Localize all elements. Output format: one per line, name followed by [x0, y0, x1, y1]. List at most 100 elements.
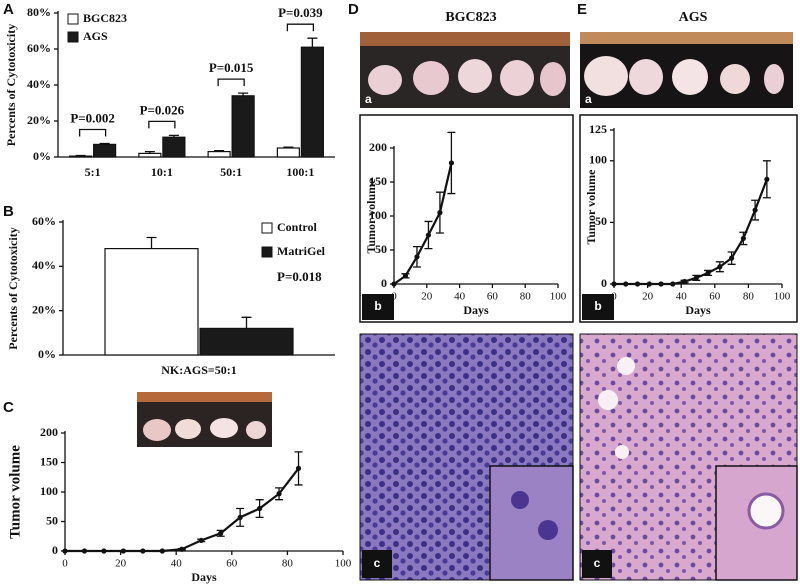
x-tick-label: 80	[743, 291, 755, 303]
data-point	[425, 232, 432, 238]
image-label: a	[365, 92, 372, 106]
data-point	[101, 548, 107, 554]
y-tick-label: 150	[40, 454, 58, 468]
data-point	[391, 281, 397, 287]
error-bar	[75, 154, 86, 157]
data-point	[218, 530, 224, 536]
chart-frame	[359, 114, 574, 323]
y-tick-label: 125	[589, 122, 607, 136]
x-tick-label: 60	[709, 291, 721, 303]
y-tick-label: 50	[595, 214, 607, 228]
sub-label: b	[594, 299, 601, 313]
legend-swatch	[67, 31, 79, 43]
data-point	[693, 275, 699, 281]
error-bar	[144, 150, 155, 154]
legend-swatch	[67, 13, 79, 25]
bar	[162, 136, 186, 158]
y-axis-label: Tumor volume	[7, 445, 23, 539]
y-axis-label: Tumor volume	[584, 169, 598, 245]
error-bar	[238, 92, 249, 96]
nucleus	[511, 491, 529, 509]
bar	[207, 151, 231, 158]
y-axis-label: Percents of Cytotoxicity	[6, 227, 20, 349]
error-bar	[307, 37, 318, 48]
ruler	[360, 32, 570, 46]
x-tick-label: NK:AGS=50:1	[161, 363, 237, 377]
bar	[138, 152, 162, 158]
tumor	[629, 59, 663, 95]
y-tick-label: 100	[40, 484, 58, 498]
label-box	[362, 550, 392, 578]
data-point	[670, 281, 676, 287]
p-value: P=0.039	[278, 5, 323, 20]
tumor	[672, 59, 708, 95]
data-point	[120, 548, 126, 554]
significance-bracket	[286, 23, 315, 32]
image-label: c	[594, 556, 601, 570]
histology: c	[359, 333, 574, 581]
y-tick-label: 100	[369, 208, 387, 222]
tumor	[720, 64, 750, 94]
x-tick-label: 0	[391, 291, 397, 303]
data-point	[623, 281, 629, 287]
error-bar	[214, 150, 225, 152]
x-tick-label: 40	[171, 558, 183, 570]
y-tick-label: 60%	[27, 41, 51, 55]
x-tick-label: 10:1	[151, 165, 173, 179]
x-tick-label: 0	[62, 558, 68, 570]
photo: a	[360, 32, 570, 108]
x-tick-label: 5:1	[85, 165, 101, 179]
error-bar	[168, 134, 179, 138]
y-tick-label: 20%	[27, 113, 51, 127]
y-tick-label: 80%	[27, 5, 51, 19]
data-line	[393, 162, 453, 285]
vacuole	[615, 445, 629, 459]
x-tick-label: 80	[282, 558, 294, 570]
tumor	[246, 421, 266, 439]
x-tick-label: 60	[487, 291, 499, 303]
data-point	[437, 210, 443, 216]
data-point	[62, 548, 68, 554]
tumor	[143, 419, 171, 441]
legend-label: MatriGel	[277, 244, 326, 258]
y-tick-label: 0	[52, 543, 58, 557]
tumor	[500, 60, 534, 96]
panel-label: E	[577, 1, 587, 18]
panel-label: C	[3, 399, 14, 416]
label-box	[362, 294, 394, 320]
x-tick-label: 40	[676, 291, 688, 303]
data-point	[81, 548, 88, 554]
histology: c	[579, 333, 798, 581]
sub-label: b	[374, 299, 381, 313]
data-point	[257, 505, 263, 512]
tumor	[175, 419, 201, 439]
x-axis-label: Days	[685, 303, 711, 317]
y-tick-label: 40%	[27, 77, 51, 91]
tumor	[413, 61, 449, 95]
x-axis-label: Days	[463, 303, 489, 317]
y-tick-label: 0%	[38, 347, 56, 361]
tumor	[540, 62, 566, 96]
panel-label: D	[348, 1, 359, 18]
tumor	[584, 56, 628, 96]
nucleus	[538, 520, 558, 540]
data-point	[198, 537, 204, 543]
label-box	[582, 294, 614, 320]
x-tick-label: 100	[550, 291, 567, 303]
data-point	[237, 514, 243, 520]
legend-swatch	[261, 246, 273, 258]
tumor	[368, 65, 402, 95]
data-point	[646, 281, 652, 287]
significance-bracket	[148, 120, 176, 129]
bar	[300, 46, 324, 158]
data-point	[658, 281, 664, 287]
bar	[93, 143, 117, 158]
data-point	[276, 491, 282, 497]
x-tick-label: 50:1	[220, 165, 242, 179]
inset	[489, 465, 574, 581]
panel-label: A	[3, 1, 14, 18]
data-line	[65, 467, 300, 553]
image-label: a	[585, 92, 592, 106]
y-tick-label: 50	[375, 242, 387, 256]
